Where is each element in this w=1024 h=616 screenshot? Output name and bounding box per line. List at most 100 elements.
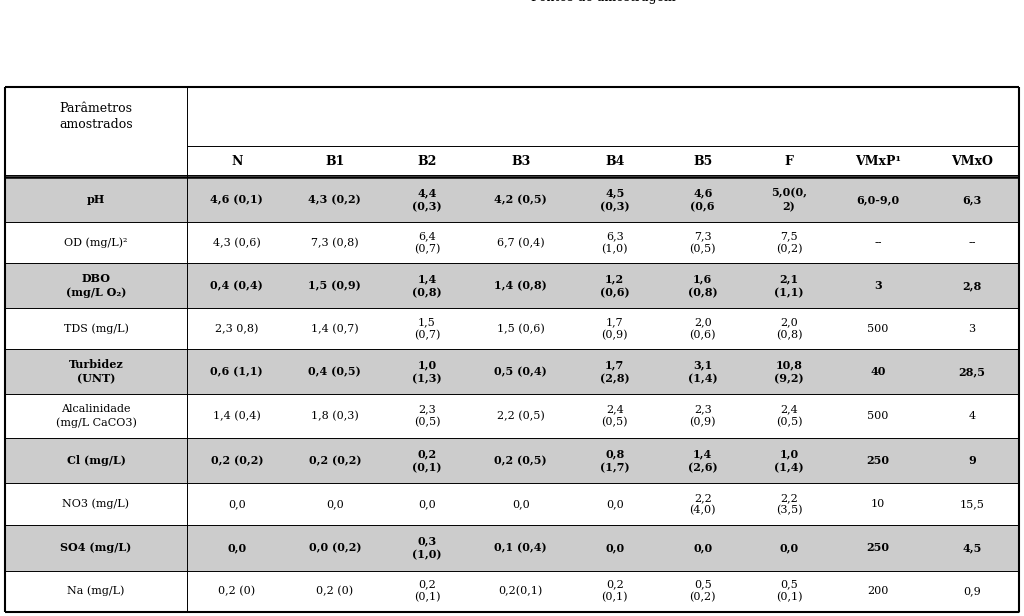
Text: 2,2
(4,0): 2,2 (4,0) [689,493,716,516]
Text: 4,5: 4,5 [963,543,982,553]
Text: DBO
(mg/L O₂): DBO (mg/L O₂) [66,274,126,298]
Text: 6,0-9,0: 6,0-9,0 [857,194,900,205]
Text: 0,4 (0,4): 0,4 (0,4) [210,280,263,291]
Bar [5,570,1019,612]
Text: --: -- [874,238,882,248]
Text: 4,5
(0,3): 4,5 (0,3) [600,187,630,212]
Bar [5,349,1019,394]
Text: 0,2
(0,1): 0,2 (0,1) [413,448,441,473]
Text: 4,3 (0,6): 4,3 (0,6) [213,238,261,248]
Text: 1,5
(0,7): 1,5 (0,7) [414,317,440,340]
Text: Na (mg/L): Na (mg/L) [68,586,125,596]
Text: 0,2 (0): 0,2 (0) [316,586,353,596]
Text: --: -- [969,238,976,248]
Text: 1,0
(1,4): 1,0 (1,4) [774,448,804,473]
Text: 2,3 0,8): 2,3 0,8) [215,323,258,334]
Text: 0,0 (0,2): 0,0 (0,2) [308,543,361,553]
Text: OD (mg/L)²: OD (mg/L)² [65,238,128,248]
Bar [5,309,1019,349]
Text: Cl (mg/L): Cl (mg/L) [67,455,125,466]
Text: Alcalinidade
(mg/L CaCO3): Alcalinidade (mg/L CaCO3) [55,405,136,428]
Text: 4: 4 [969,411,976,421]
Text: 2,2 (0,5): 2,2 (0,5) [497,411,545,421]
Text: 10: 10 [871,499,886,509]
Text: 6,4
(0,7): 6,4 (0,7) [414,232,440,254]
Text: 200: 200 [867,586,889,596]
Text: 2,4
(0,5): 2,4 (0,5) [776,405,802,428]
Bar [5,525,1019,570]
Text: B2: B2 [417,155,436,168]
Text: 1,2
(0,6): 1,2 (0,6) [600,274,630,298]
Text: 1,0
(1,3): 1,0 (1,3) [412,359,441,384]
Bar [5,394,1019,438]
Text: 0,6 (1,1): 0,6 (1,1) [211,366,263,377]
Text: 1,4 (0,8): 1,4 (0,8) [495,280,547,291]
Text: 0,2 (0,2): 0,2 (0,2) [211,455,263,466]
Text: 2,3
(0,5): 2,3 (0,5) [414,405,440,428]
Text: 2,8: 2,8 [963,280,982,291]
Text: B4: B4 [605,155,625,168]
Text: 0,9: 0,9 [964,586,981,596]
Text: 5,0(0,
2): 5,0(0, 2) [771,187,807,212]
Text: 0,0: 0,0 [779,543,799,553]
Bar [5,147,1019,177]
Text: 0,5 (0,4): 0,5 (0,4) [495,366,547,377]
Bar [5,222,1019,263]
Text: B1: B1 [325,155,344,168]
Text: 2,0
(0,6): 2,0 (0,6) [689,317,716,340]
Text: 500: 500 [867,323,889,334]
Text: 1,4
(0,8): 1,4 (0,8) [412,274,441,298]
Text: B3: B3 [511,155,530,168]
Text: pH: pH [87,194,105,205]
Text: 1,4 (0,4): 1,4 (0,4) [213,411,261,421]
Text: 0,2(0,1): 0,2(0,1) [499,586,543,596]
Text: B5: B5 [693,155,713,168]
Text: 0,2 (0,5): 0,2 (0,5) [495,455,547,466]
Text: 0,2 (0): 0,2 (0) [218,586,255,596]
Bar [5,263,1019,309]
Text: 4,2 (0,5): 4,2 (0,5) [495,194,547,205]
Text: 0,0: 0,0 [606,499,624,509]
Text: 0,0: 0,0 [228,499,246,509]
Text: 6,3: 6,3 [963,194,982,205]
Text: 0,8
(1,7): 0,8 (1,7) [600,448,630,473]
Text: 1,6
(0,8): 1,6 (0,8) [688,274,718,298]
Text: VMxO: VMxO [951,155,993,168]
Text: 3: 3 [874,280,882,291]
Text: 4,4
(0,3): 4,4 (0,3) [412,187,441,212]
Text: 9: 9 [968,455,976,466]
Text: 7,3
(0,5): 7,3 (0,5) [689,232,716,254]
Text: 0,5
(0,1): 0,5 (0,1) [776,580,802,602]
Text: 1,5 (0,6): 1,5 (0,6) [497,323,545,334]
Text: Pontos de amostragem: Pontos de amostragem [530,0,676,4]
Text: VMxP¹: VMxP¹ [855,155,901,168]
Text: 0,2
(0,1): 0,2 (0,1) [414,580,440,602]
Text: 1,8 (0,3): 1,8 (0,3) [311,411,358,421]
Text: 10,8
(9,2): 10,8 (9,2) [774,359,804,384]
Text: 6,7 (0,4): 6,7 (0,4) [497,238,545,248]
Text: 6,3
(1,0): 6,3 (1,0) [601,232,628,254]
Text: 2,4
(0,5): 2,4 (0,5) [601,405,628,428]
Bar [5,438,1019,483]
Text: 1,5 (0,9): 1,5 (0,9) [308,280,361,291]
Bar [5,177,1019,222]
Text: 7,5
(0,2): 7,5 (0,2) [776,232,802,254]
Text: 0,4 (0,5): 0,4 (0,5) [308,366,361,377]
Text: 4,3 (0,2): 4,3 (0,2) [308,194,361,205]
Text: 1,4
(2,6): 1,4 (2,6) [688,448,718,473]
Text: Parâmetros
amostrados: Parâmetros amostrados [59,102,133,131]
Text: 2,0
(0,8): 2,0 (0,8) [776,317,802,340]
Text: 2,3
(0,9): 2,3 (0,9) [689,405,716,428]
Text: 0,0: 0,0 [693,543,713,553]
Bar [5,483,1019,525]
Text: 0,5
(0,2): 0,5 (0,2) [689,580,716,602]
Text: TDS (mg/L): TDS (mg/L) [63,323,128,334]
Text: 7,3 (0,8): 7,3 (0,8) [311,238,358,248]
Text: N: N [231,155,243,168]
Text: Turbidez
(UNT): Turbidez (UNT) [69,359,123,384]
Text: 28,5: 28,5 [958,366,985,377]
Text: 0,2 (0,2): 0,2 (0,2) [308,455,361,466]
Text: 2,1
(1,1): 2,1 (1,1) [774,274,804,298]
Text: 0,0: 0,0 [605,543,625,553]
Text: 4,6 (0,1): 4,6 (0,1) [210,194,263,205]
